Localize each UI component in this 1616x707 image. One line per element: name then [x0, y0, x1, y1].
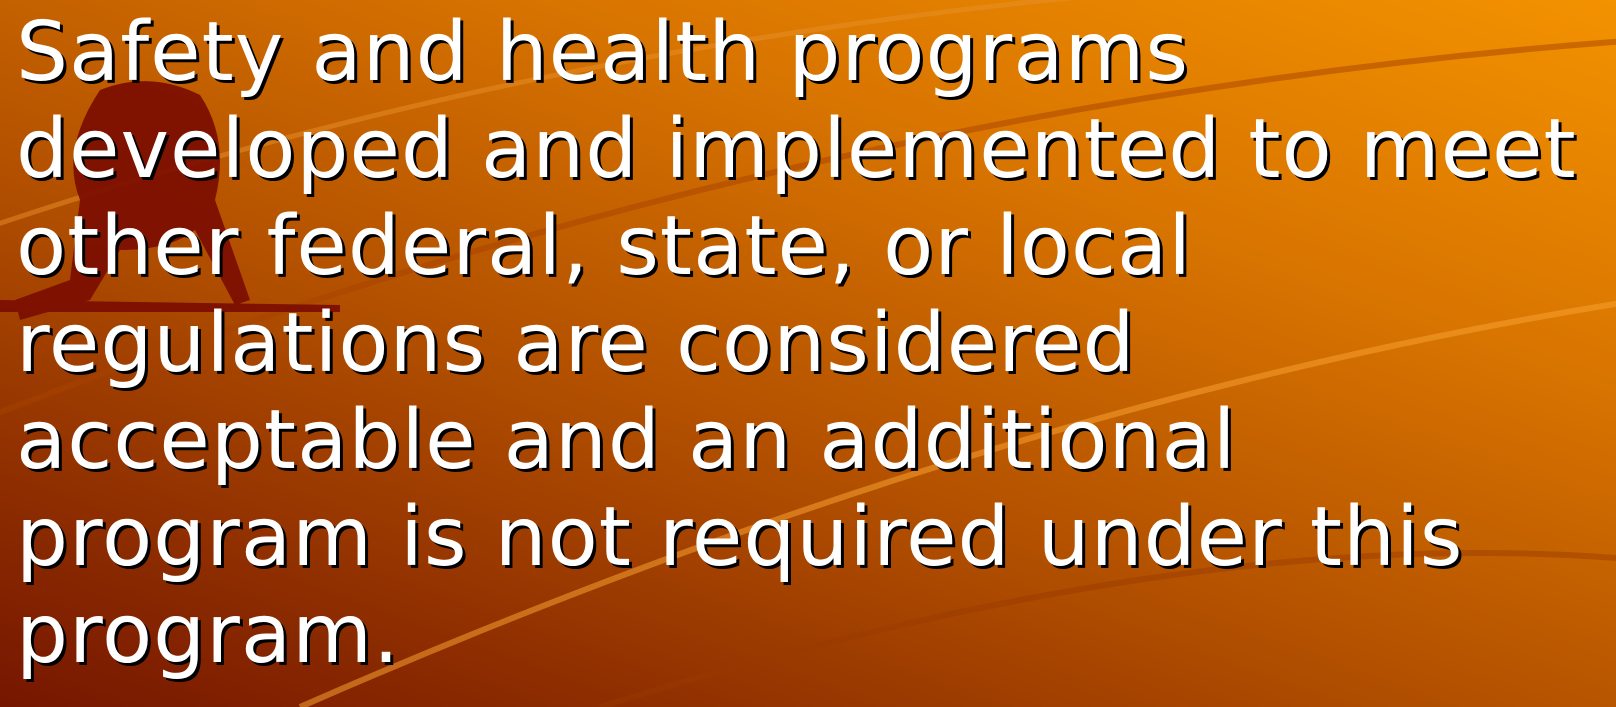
- text-line: program.: [16, 586, 1577, 683]
- text-line: Safety and health programs: [16, 4, 1577, 101]
- text-line: developed and implemented to meet: [16, 101, 1577, 198]
- page: Safety and health programsdeveloped and …: [0, 0, 1616, 707]
- text-line: other federal, state, or local: [16, 198, 1577, 295]
- slide: Safety and health programsdeveloped and …: [0, 0, 1616, 707]
- text-line: regulations are considered: [16, 295, 1577, 392]
- text-line: program is not required under this: [16, 489, 1577, 586]
- text-line: acceptable and an additional: [16, 392, 1577, 489]
